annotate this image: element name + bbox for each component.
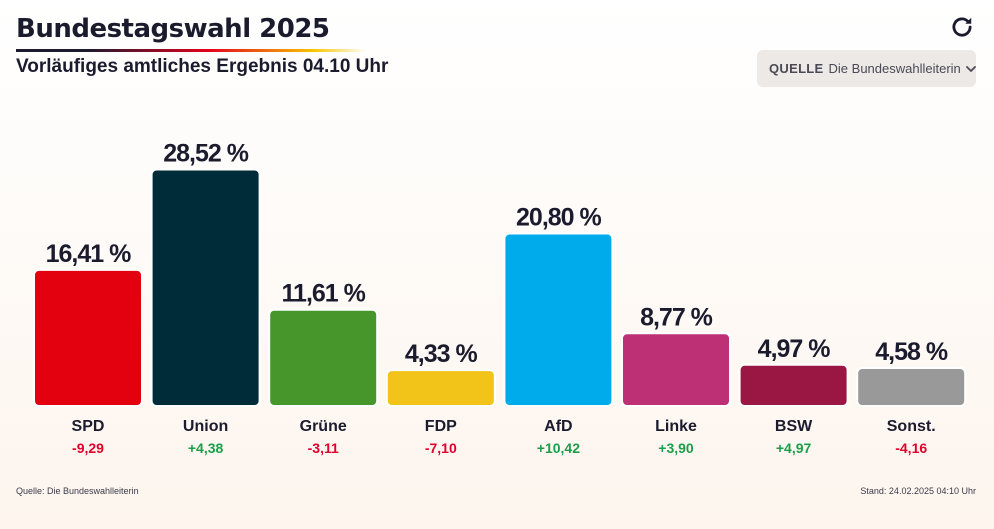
change-label: -3,11 — [308, 440, 339, 456]
bar-linke — [621, 332, 731, 407]
category-label: SPD — [72, 418, 105, 435]
value-label: 20,80 % — [516, 204, 602, 232]
source-dropdown-label: QUELLE — [769, 61, 824, 76]
footer-timestamp: Stand: 24.02.2025 04:10 Uhr — [860, 486, 976, 496]
footer-source: Quelle: Die Bundeswahlleiterin — [16, 486, 139, 496]
value-label: 28,52 % — [163, 140, 249, 168]
refresh-button[interactable] — [947, 12, 977, 42]
page-title: Bundestagswahl 2025 — [16, 14, 330, 44]
category-label: Linke — [655, 418, 697, 435]
change-label: -7,10 — [425, 440, 457, 456]
bar-spd — [33, 268, 143, 408]
chevron-down-icon — [964, 62, 978, 76]
value-label: 4,33 % — [405, 340, 478, 368]
refresh-icon — [952, 17, 972, 37]
change-label: -9,29 — [72, 440, 104, 456]
bar-union — [150, 168, 261, 407]
change-label: +4,38 — [188, 440, 224, 456]
category-label: Union — [183, 418, 228, 435]
bar-afd — [503, 232, 614, 407]
value-label: 16,41 % — [46, 240, 132, 268]
value-label: 11,61 % — [282, 280, 366, 308]
value-label: 8,77 % — [640, 303, 713, 331]
category-label: AfD — [544, 418, 572, 435]
bar-sonst — [856, 367, 967, 408]
value-label: 4,97 % — [758, 335, 831, 363]
title-underline — [16, 49, 366, 52]
category-label: Grüne — [300, 418, 347, 435]
category-label: Sonst. — [887, 418, 936, 435]
bar-bsw — [738, 363, 849, 408]
category-label: FDP — [425, 418, 457, 435]
bar-gr-ne — [268, 308, 379, 407]
change-label: +3,90 — [658, 440, 694, 456]
change-label: +4,97 — [776, 440, 812, 456]
bar-fdp — [385, 369, 496, 407]
source-dropdown-value: Die Bundeswahlleiterin — [828, 61, 961, 76]
category-label: BSW — [775, 418, 813, 435]
source-dropdown[interactable]: QUELLE Die Bundeswahlleiterin — [757, 50, 976, 87]
value-label: 4,58 % — [875, 338, 948, 366]
change-label: +10,42 — [537, 440, 580, 456]
change-label: -4,16 — [895, 440, 927, 456]
page-subtitle: Vorläufiges amtliches Ergebnis 04.10 Uhr — [16, 56, 389, 77]
